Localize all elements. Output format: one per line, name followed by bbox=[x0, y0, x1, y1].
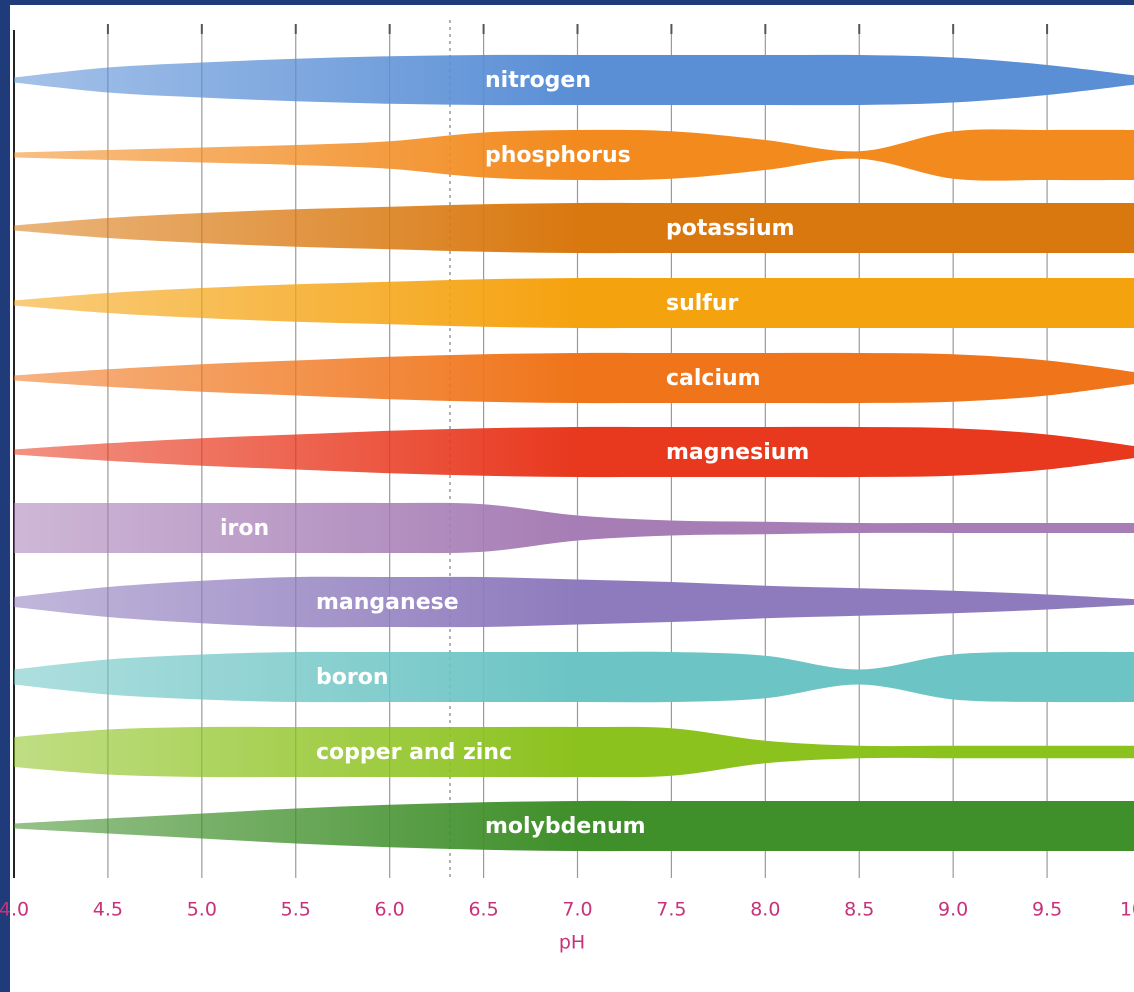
x-tick-label: 5.5 bbox=[281, 899, 311, 921]
x-tick-label: 9.0 bbox=[938, 899, 968, 921]
x-tick-label: 6.5 bbox=[468, 899, 498, 921]
x-tick-label: 7.5 bbox=[656, 899, 686, 921]
nutrient-band bbox=[14, 277, 1134, 329]
x-tick-label: 9.5 bbox=[1032, 899, 1062, 921]
nutrient-band bbox=[14, 726, 1134, 778]
x-tick-label: 4.5 bbox=[93, 899, 123, 921]
band-label: potassium bbox=[666, 216, 795, 241]
nutrient-band bbox=[14, 502, 1134, 554]
x-tick-label: 5.0 bbox=[187, 899, 217, 921]
x-tick-label: 8.0 bbox=[750, 899, 780, 921]
band-label: sulfur bbox=[666, 291, 739, 316]
nutrient-band bbox=[14, 202, 1134, 254]
nutrient-band bbox=[14, 800, 1134, 852]
x-axis-label: pH bbox=[559, 932, 585, 954]
band-label: iron bbox=[220, 516, 269, 541]
nutrient-band bbox=[14, 426, 1134, 478]
band-label: molybdenum bbox=[485, 814, 646, 839]
band-label: boron bbox=[316, 665, 389, 690]
nutrient-band bbox=[14, 352, 1134, 404]
band-label: manganese bbox=[316, 590, 459, 615]
x-tick-label: 6.0 bbox=[375, 899, 405, 921]
x-tick-label: 8.5 bbox=[844, 899, 874, 921]
nutrient-band bbox=[14, 651, 1134, 703]
nutrient-band bbox=[14, 129, 1134, 181]
nutrient-band bbox=[14, 54, 1134, 106]
x-tick-label: 7.0 bbox=[562, 899, 592, 921]
band-label: phosphorus bbox=[485, 143, 631, 168]
band-label: calcium bbox=[666, 366, 761, 391]
nutrient-band bbox=[14, 576, 1134, 628]
band-label: magnesium bbox=[666, 440, 809, 465]
band-label: copper and zinc bbox=[316, 740, 512, 765]
x-tick-label: 4.0 bbox=[0, 899, 29, 921]
x-tick-label: 10.0 bbox=[1120, 899, 1134, 921]
band-label: nitrogen bbox=[485, 68, 591, 93]
